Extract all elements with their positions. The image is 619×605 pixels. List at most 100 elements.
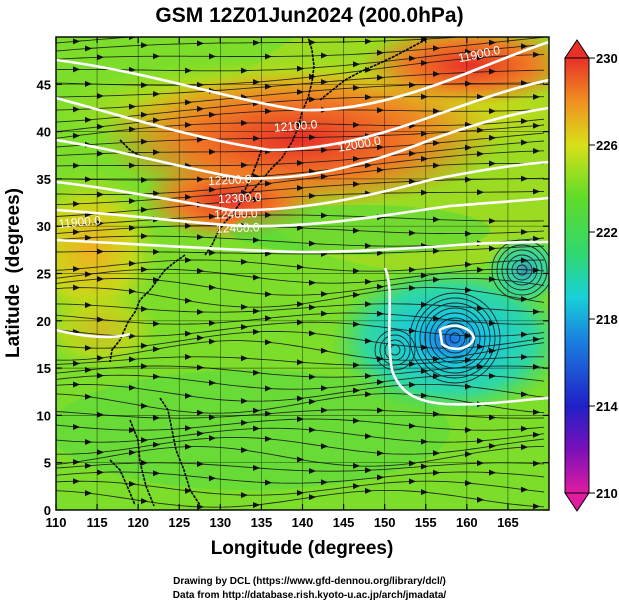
wind-arrow	[309, 96, 316, 103]
wind-arrow	[409, 24, 416, 30]
wind-arrow	[129, 449, 136, 456]
wind-arrow	[241, 28, 248, 34]
height-contour	[56, 328, 131, 339]
x-tick-label: 140	[292, 515, 314, 530]
wind-arrow	[521, 139, 528, 146]
wind-arrow	[533, 431, 540, 438]
wind-arrow	[129, 356, 136, 363]
wind-arrow	[73, 478, 80, 485]
wind-arrow	[521, 331, 528, 338]
wind-arrow	[533, 235, 540, 242]
wind-arrow	[153, 346, 160, 353]
wind-arrow	[129, 333, 136, 340]
wind-arrow	[309, 373, 316, 380]
wind-arrow	[153, 149, 160, 156]
wind-arrow	[197, 409, 204, 416]
wind-arrow	[321, 52, 328, 59]
wind-arrow	[477, 496, 484, 503]
x-tick-label: 160	[456, 515, 478, 530]
wind-arrow	[309, 304, 316, 311]
wind-arrow	[141, 177, 148, 184]
wind-arrow	[97, 411, 104, 418]
wind-arrow	[85, 176, 92, 183]
wind-arrow	[209, 379, 216, 386]
x-tick-label: 110	[46, 515, 67, 530]
streamline	[56, 340, 545, 361]
wind-arrow	[241, 119, 248, 126]
wind-arrow	[321, 479, 328, 486]
wind-arrow	[97, 248, 104, 255]
wind-arrow	[73, 423, 80, 430]
wind-arrow	[253, 237, 260, 244]
wind-arrow	[533, 188, 540, 195]
wind-arrow	[185, 67, 192, 74]
wind-arrow	[433, 373, 440, 380]
wind-arrow	[129, 427, 136, 434]
wind-arrow	[209, 414, 216, 421]
vortex-streamline	[496, 244, 548, 296]
wind-arrow	[377, 249, 384, 256]
y-tick-label: 20	[37, 314, 51, 329]
x-axis-label: Longitude (degrees)	[211, 538, 394, 559]
wind-arrow	[97, 54, 104, 61]
wind-arrow	[365, 487, 372, 494]
wind-arrow	[141, 437, 148, 444]
wind-arrow	[209, 53, 216, 60]
wind-arrow	[421, 489, 428, 496]
streamline	[56, 132, 545, 157]
wind-arrow	[97, 469, 104, 476]
wind-arrow	[365, 337, 372, 344]
wind-arrow	[421, 155, 428, 162]
wind-arrow	[197, 234, 204, 241]
wind-arrow	[521, 486, 528, 493]
wind-arrow	[197, 309, 204, 316]
wind-arrow	[197, 176, 204, 183]
wind-arrow	[489, 320, 496, 327]
wind-arrow	[297, 301, 304, 308]
wind-arrow	[489, 68, 496, 75]
wind-arrow	[85, 80, 92, 87]
wind-arrow	[353, 84, 360, 91]
wind-arrow	[533, 93, 540, 100]
wind-arrow	[85, 271, 92, 278]
wind-arrow	[433, 140, 440, 147]
streamline	[56, 96, 545, 123]
wind-arrow	[409, 55, 416, 62]
height-contour	[56, 78, 549, 152]
wind-arrow	[353, 291, 360, 298]
wind-arrow	[533, 267, 540, 274]
wind-arrow	[241, 304, 248, 311]
wind-arrow	[197, 503, 204, 510]
wind-arrow	[421, 130, 428, 137]
x-tick-label: 155	[415, 515, 437, 530]
streamline	[56, 471, 545, 484]
wind-arrow	[97, 220, 104, 227]
height-contour	[56, 40, 549, 112]
wind-arrow	[129, 384, 136, 391]
contour-label: 11900.0	[58, 213, 102, 231]
wind-arrow	[409, 460, 416, 467]
wind-arrow	[185, 194, 192, 201]
wind-arrow	[85, 116, 92, 123]
wind-arrow	[321, 443, 328, 450]
height-contour	[438, 324, 476, 351]
y-tick-label: 45	[37, 77, 51, 92]
x-tick-label: 145	[333, 515, 355, 530]
vortex-streamline	[419, 302, 491, 374]
wind-arrow	[73, 106, 80, 113]
wind-arrow	[433, 315, 440, 322]
wind-arrow	[253, 79, 260, 86]
wind-arrow	[521, 425, 528, 432]
wind-arrow	[377, 407, 384, 414]
y-tick-label: 0	[44, 503, 51, 518]
wind-arrow	[489, 108, 496, 115]
wind-arrow	[129, 103, 136, 110]
wind-arrow	[489, 134, 496, 141]
wind-arrow	[253, 308, 260, 315]
wind-arrow	[265, 180, 272, 187]
wind-arrow	[353, 483, 360, 490]
wind-arrow	[141, 82, 148, 89]
colorbar-label: 226	[596, 138, 618, 153]
wind-arrow	[197, 364, 204, 371]
wind-arrow	[97, 191, 104, 198]
